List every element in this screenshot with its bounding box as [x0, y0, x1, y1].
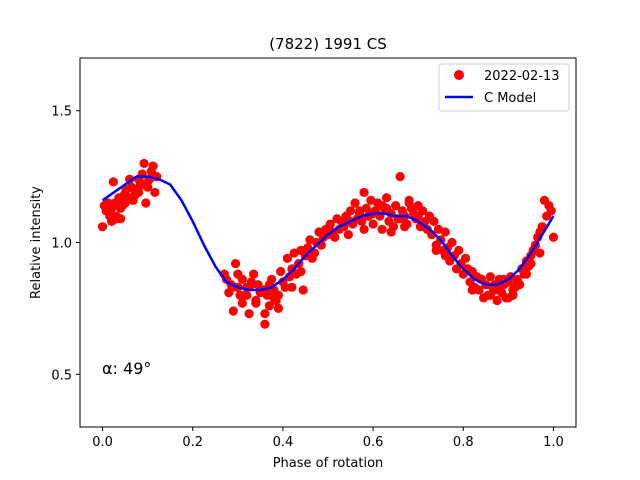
- observation-point: [512, 277, 522, 287]
- observation-point: [134, 187, 144, 198]
- observation-point: [276, 266, 286, 277]
- observation-point: [440, 251, 450, 261]
- observation-point: [246, 280, 256, 290]
- x-tick-label: 1.0: [543, 435, 564, 450]
- observation-point: [377, 224, 387, 234]
- observation-point: [517, 264, 527, 274]
- data-layer: [97, 158, 559, 329]
- observation-point: [485, 290, 495, 300]
- y-tick-label: 0.5: [51, 368, 72, 383]
- observation-point: [359, 187, 369, 198]
- plot-frame: [79, 57, 577, 428]
- legend-label-observations: 2022-02-13: [484, 69, 560, 84]
- observation-point: [97, 222, 108, 232]
- observation-point: [354, 206, 365, 216]
- observation-point: [548, 232, 559, 242]
- observation-point: [267, 274, 277, 284]
- observation-point: [141, 198, 151, 208]
- observation-point: [546, 206, 556, 216]
- observation-point: [296, 266, 306, 277]
- legend-label-model: C Model: [484, 91, 536, 106]
- observation-point: [108, 177, 118, 187]
- observation-point: [249, 269, 259, 279]
- observation-point: [282, 253, 293, 263]
- x-tick-label: 0.8: [453, 435, 474, 450]
- observation-point: [280, 282, 290, 292]
- observation-point: [148, 161, 158, 171]
- observation-point: [244, 309, 254, 319]
- observation-point: [413, 211, 423, 221]
- ticks-layer: 0.0 0.2 0.4 0.6 0.8 1.0 0.5 1.0 1.5: [51, 105, 563, 450]
- observation-point: [460, 253, 471, 263]
- observation-point: [382, 193, 392, 203]
- observation-point: [298, 285, 308, 295]
- observation-point: [260, 319, 270, 329]
- x-tick-label: 0.0: [92, 435, 113, 450]
- x-tick-label: 0.4: [273, 435, 294, 450]
- legend-box: [438, 63, 570, 112]
- observation-point: [492, 295, 502, 306]
- observation-point: [395, 172, 405, 182]
- observation-point: [273, 290, 283, 300]
- observation-point: [237, 298, 247, 308]
- observation-point: [102, 206, 112, 216]
- observation-point: [535, 248, 545, 258]
- observation-point: [260, 309, 270, 319]
- legend-marker-observations: [454, 70, 464, 80]
- observation-point: [343, 229, 353, 240]
- x-tick-label: 0.6: [363, 435, 384, 450]
- observation-point: [447, 237, 457, 248]
- observation-point: [237, 274, 247, 284]
- observation-point: [368, 219, 378, 229]
- phase-angle-annotation: α: 49°: [102, 359, 151, 378]
- y-tick-label: 1.0: [51, 237, 72, 252]
- x-axis-label: Phase of rotation: [273, 456, 384, 471]
- observation-point: [526, 258, 536, 269]
- observation-point: [345, 206, 356, 216]
- observation-point: [467, 285, 477, 295]
- observation-point: [429, 216, 439, 227]
- plot-area: [80, 58, 576, 427]
- x-tick-label: 0.2: [182, 435, 203, 450]
- model-curve: [101, 175, 555, 292]
- observation-point: [440, 227, 450, 237]
- observation-point: [125, 193, 135, 203]
- observation-point: [287, 282, 297, 292]
- observation-point: [143, 177, 153, 187]
- observation-point: [508, 285, 518, 295]
- y-axis-label: Relative intensity: [29, 186, 44, 299]
- observation-point: [400, 222, 410, 232]
- observation-point: [382, 203, 392, 213]
- observation-point: [454, 245, 464, 256]
- observation-point: [115, 203, 126, 213]
- legend: 2022-02-13 C Model: [438, 63, 570, 112]
- observation-point: [350, 198, 360, 208]
- observation-point: [357, 216, 367, 227]
- observation-point: [330, 232, 340, 242]
- observation-point: [264, 301, 274, 311]
- observation-point: [359, 224, 369, 234]
- observation-point: [242, 290, 252, 300]
- observation-point: [106, 216, 117, 227]
- observation-point: [150, 187, 160, 198]
- observation-point: [230, 258, 241, 269]
- observation-point: [251, 298, 261, 308]
- observation-point: [485, 272, 495, 282]
- observation-point: [474, 285, 484, 295]
- observation-point: [325, 219, 335, 229]
- observation-point: [386, 227, 396, 237]
- observation-point: [228, 306, 238, 316]
- observation-point: [503, 293, 513, 303]
- observation-point: [273, 303, 283, 313]
- y-tick-label: 1.5: [51, 105, 72, 120]
- chart-title: (7822) 1991 CS: [269, 35, 387, 53]
- observation-point: [404, 198, 414, 208]
- observation-point: [431, 245, 441, 256]
- observation-point: [391, 201, 401, 211]
- observation-point: [139, 158, 149, 169]
